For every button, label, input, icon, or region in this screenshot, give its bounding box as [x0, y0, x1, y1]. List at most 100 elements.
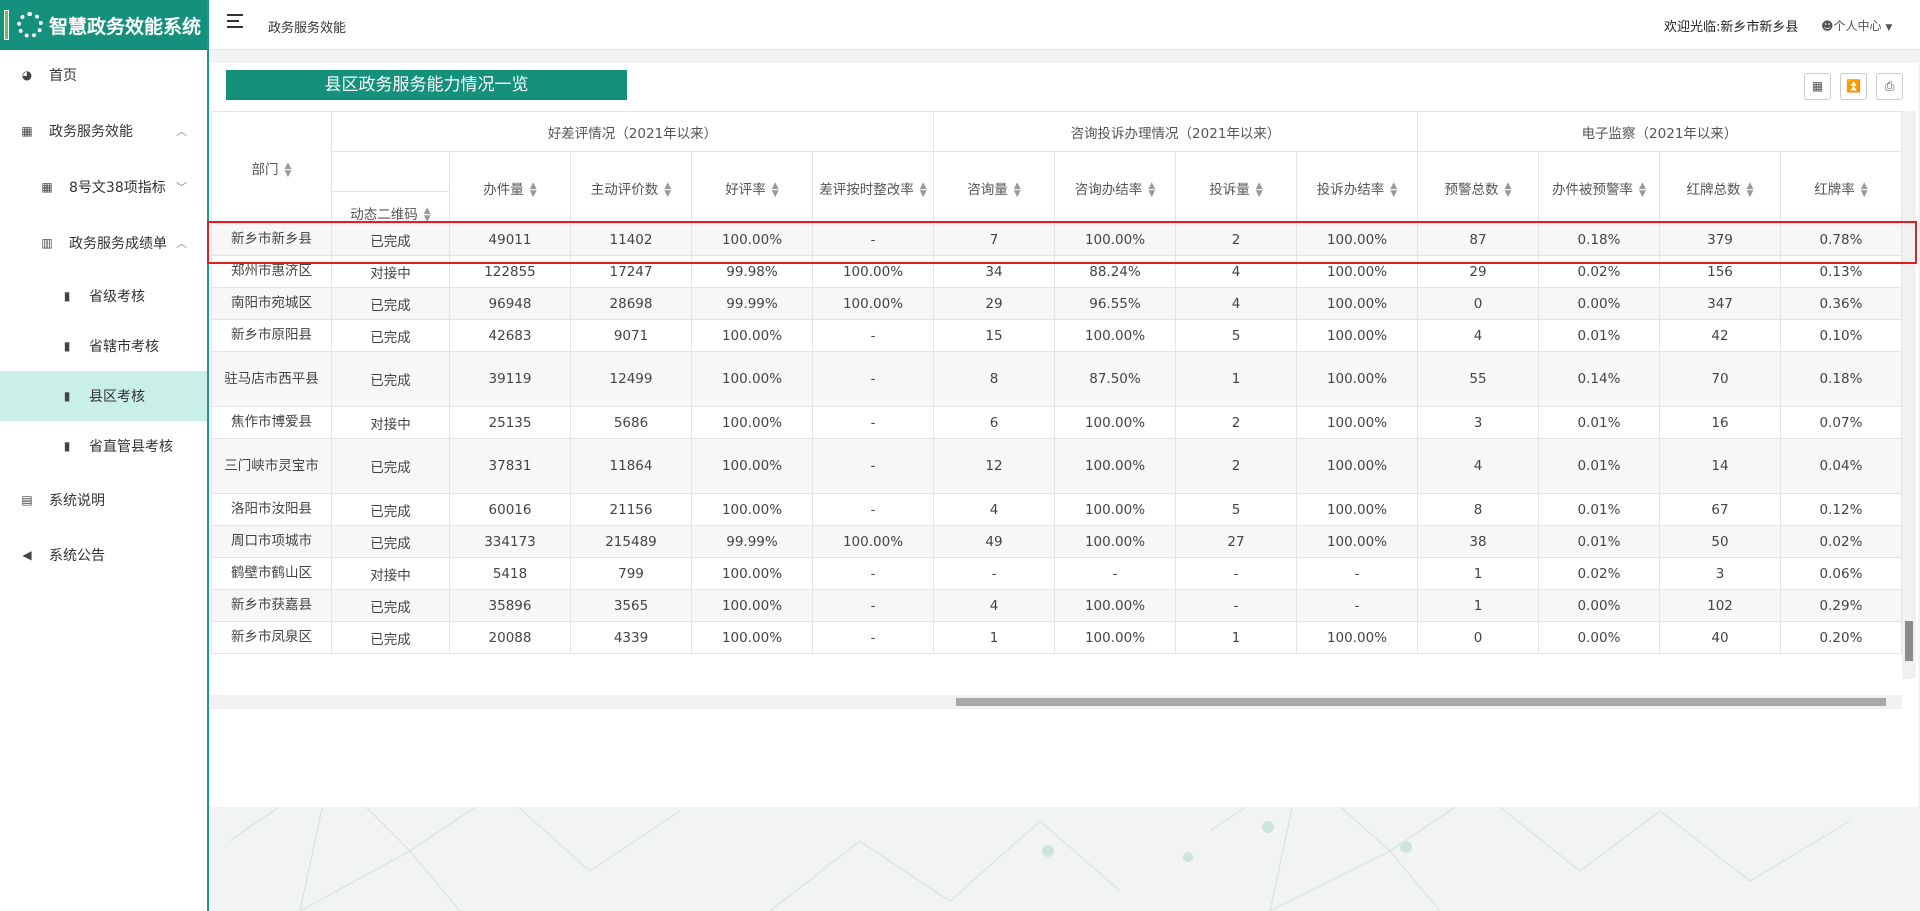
column-header[interactable]: 好评率 ▲ ▼	[691, 151, 813, 224]
column-header-label: 好评率	[725, 181, 766, 198]
column-header[interactable]: 红牌率 ▲ ▼	[1780, 151, 1902, 224]
table-cell: 100.00%	[691, 351, 813, 407]
sidebar: 智慧政务效能系统 ◕ 首页 ▦ 政务服务效能 ︿ ▦ 8号文38项指标 ﹀ ▥ 政务服务成绩单 ︿ ▮…	[0, 0, 209, 911]
table-cell: 14	[1659, 438, 1781, 494]
table-row[interactable]: 郑州市惠济区 对接中 122855 17247 99.98% 100.00% 34 88.24…	[211, 255, 1902, 288]
sidebar-item-5[interactable]: ▮ 省辖市考核	[0, 321, 207, 371]
table-row[interactable]: 新乡市原阳县 已完成 42683 9071 100.00% -15 100.00% 5 100.…	[211, 319, 1902, 352]
table-cell: 100.00%	[691, 438, 813, 494]
table-cell: 40	[1659, 621, 1781, 654]
column-header[interactable]: 投诉办结率 ▲ ▼	[1296, 151, 1418, 224]
column-header[interactable]: 差评按时整改率 ▲ ▼	[812, 151, 934, 224]
table-cell: 0.01%	[1538, 525, 1660, 558]
column-header[interactable]: 办件被预警率 ▲ ▼	[1538, 151, 1660, 224]
vertical-scroll-thumb[interactable]	[1905, 621, 1913, 661]
sidebar-item-8[interactable]: ▤ 系统说明	[0, 475, 207, 525]
table-cell: 8	[1417, 493, 1539, 526]
columns-toggle-button[interactable]: ▦	[1804, 73, 1831, 100]
table-cell: 1	[1417, 589, 1539, 622]
table-cell: -	[812, 493, 934, 526]
column-header[interactable]: 动态二维码 ▲ ▼	[331, 191, 450, 224]
table-cell: 1	[1175, 351, 1297, 407]
column-header[interactable]: 红牌总数 ▲ ▼	[1659, 151, 1781, 224]
table-cell: 122855	[449, 255, 571, 288]
column-header-label: 部门	[251, 161, 279, 178]
column-header[interactable]: 咨询量 ▲ ▼	[933, 151, 1055, 224]
column-header[interactable]: 办件量 ▲ ▼	[449, 151, 571, 224]
table-row[interactable]: 南阳市宛城区 已完成 96948 28698 99.99% 100.00% 29 96.55%…	[211, 287, 1902, 320]
sort-icon[interactable]: ▲ ▼	[664, 180, 672, 199]
user-center-link[interactable]: ☻个人中心 ▼	[1821, 17, 1892, 34]
user-icon: ☻	[1821, 19, 1834, 33]
sidebar-item-6[interactable]: ▮ 县区考核	[0, 371, 207, 421]
table-cell: 55	[1417, 351, 1539, 407]
table-row[interactable]: 洛阳市汝阳县 已完成 60016 21156 100.00% -4 100.00% 5 100.…	[211, 493, 1902, 526]
table-row[interactable]: 新乡市凤泉区 已完成 20088 4339 100.00% -1 100.00% 1 100.0…	[211, 621, 1902, 654]
table-cell: 28698	[570, 287, 692, 320]
group-header[interactable]: 咨询投诉办理情况（2021年以来）	[933, 111, 1418, 152]
group-header[interactable]: 好差评情况（2021年以来）	[331, 111, 934, 152]
sort-icon[interactable]: ▲ ▼	[1639, 180, 1646, 199]
sort-icon[interactable]: ▲ ▼	[1504, 180, 1512, 199]
volume-icon: ◀	[22, 548, 32, 562]
column-header-label: 预警总数	[1444, 181, 1499, 198]
sidebar-item-1[interactable]: ▦ 政务服务效能 ︿	[0, 106, 207, 156]
sort-icon[interactable]: ▲ ▼	[1013, 180, 1021, 199]
column-header-label: 动态二维码	[350, 207, 418, 223]
sidebar-item-2[interactable]: ▦ 8号文38项指标 ﹀	[0, 162, 207, 212]
horizontal-scroll-thumb[interactable]	[956, 698, 1886, 706]
table-cell: 42	[1659, 319, 1781, 352]
vertical-scrollbar[interactable]	[1902, 111, 1916, 679]
table-cell: 42683	[449, 319, 571, 352]
table-cell: 0.18%	[1780, 351, 1902, 407]
sort-icon[interactable]: ▲ ▼	[423, 206, 431, 224]
sort-icon[interactable]: ▲ ▼	[1255, 180, 1263, 199]
table-row[interactable]: 三门峡市灵宝市 已完成 37831 11864 100.00% -12 100.00% 2 10…	[211, 438, 1902, 494]
table-cell: 87	[1417, 223, 1539, 256]
column-header[interactable]: 投诉量 ▲ ▼	[1175, 151, 1297, 224]
app-logo[interactable]: 智慧政务效能系统	[0, 0, 207, 50]
sidebar-item-9[interactable]: ◀ 系统公告	[0, 530, 207, 580]
sort-icon[interactable]: ▲ ▼	[1860, 180, 1868, 199]
table-row[interactable]: 鹤壁市鹤山区 对接中 5418 799 100.00% - - - - -1 0.02% 3 0.06%	[211, 557, 1902, 590]
data-table-container[interactable]: 部门 ▲ ▼ 好差评情况（2021年以来） 咨询投诉办理情况（2021年以来） 电子监察（…	[211, 111, 1903, 679]
horizontal-scrollbar[interactable]	[210, 695, 1902, 709]
sort-icon[interactable]: ▲ ▼	[1746, 180, 1754, 199]
logo-ring-icon	[17, 12, 43, 38]
sort-icon[interactable]: ▲ ▼	[529, 180, 537, 199]
print-button[interactable]: ⎙	[1876, 73, 1903, 100]
table-cell: -	[1054, 557, 1176, 590]
department-cell: 周口市项城市	[211, 525, 332, 558]
sidebar-item-0[interactable]: ◕ 首页	[0, 50, 207, 100]
menu-toggle-icon[interactable]	[227, 14, 247, 32]
table-cell: 0.01%	[1538, 406, 1660, 439]
column-header[interactable]: 预警总数 ▲ ▼	[1417, 151, 1539, 224]
column-header[interactable]: 主动评价数 ▲ ▼	[570, 151, 692, 224]
table-cell: 5	[1175, 493, 1297, 526]
table-cell: 4	[1417, 319, 1539, 352]
table-row[interactable]: 焦作市博爱县 对接中 25135 5686 100.00% -6 100.00% 2 100.0…	[211, 406, 1902, 439]
department-cell: 新乡市原阳县	[211, 319, 332, 352]
table-row[interactable]: 驻马店市西平县 已完成 39119 12499 100.00% -8 87.50% 1 100.…	[211, 351, 1902, 407]
sort-icon[interactable]: ▲ ▼	[284, 160, 292, 179]
sort-icon[interactable]: ▲ ▼	[1148, 180, 1156, 199]
breadcrumb[interactable]: 政务服务效能	[268, 21, 347, 36]
column-header[interactable]: 咨询办结率 ▲ ▼	[1054, 151, 1176, 224]
group-header[interactable]: 电子监察（2021年以来）	[1417, 111, 1902, 152]
export-button[interactable]: ⏫	[1840, 73, 1867, 100]
sort-icon[interactable]: ▲ ▼	[771, 180, 779, 199]
table-cell: 100.00%	[691, 406, 813, 439]
sort-icon[interactable]: ▲ ▼	[919, 180, 927, 199]
sidebar-item-4[interactable]: ▮ 省级考核	[0, 271, 207, 321]
sidebar-item-3[interactable]: ▥ 政务服务成绩单 ︿	[0, 218, 207, 268]
table-cell: 4	[1175, 287, 1297, 320]
table-row[interactable]: 周口市项城市 已完成 334173 215489 99.99% 100.00% 49 100.…	[211, 525, 1902, 558]
table-row[interactable]: 新乡市获嘉县 已完成 35896 3565 100.00% -4 100.00% - -1 0.0…	[211, 589, 1902, 622]
sidebar-item-7[interactable]: ▮ 省直管县考核	[0, 421, 207, 471]
column-header[interactable]: 部门 ▲ ▼	[211, 111, 332, 224]
table-row[interactable]: 新乡市新乡县 已完成 49011 11402 100.00% -7 100.00% 2 100.…	[211, 223, 1902, 256]
table-cell: -	[812, 557, 934, 590]
table-cell: 100.00%	[1054, 438, 1176, 494]
table-cell: 100.00%	[691, 319, 813, 352]
sort-icon[interactable]: ▲ ▼	[1390, 180, 1398, 199]
